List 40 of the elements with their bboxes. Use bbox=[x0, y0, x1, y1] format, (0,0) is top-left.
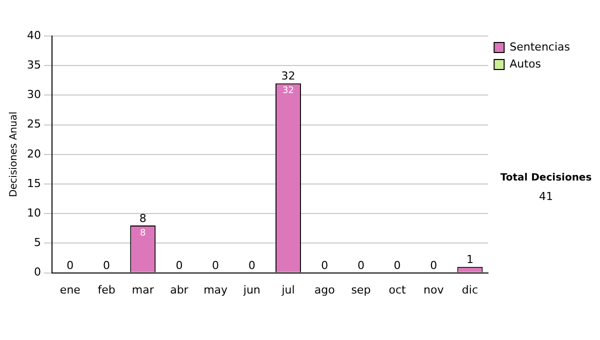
total-label: 8 bbox=[139, 212, 146, 225]
x-tick-label: may bbox=[204, 283, 228, 296]
total-label: 0 bbox=[248, 259, 256, 272]
total-label: 0 bbox=[394, 259, 401, 272]
legend-label: Sentencias bbox=[510, 40, 570, 54]
legend-label: Autos bbox=[510, 57, 542, 70]
total-label: 0 bbox=[212, 259, 220, 272]
data-label: 32 bbox=[282, 86, 294, 96]
x-tick-label: mar bbox=[132, 283, 154, 296]
total-label: 0 bbox=[430, 259, 438, 272]
x-tick-label: ene bbox=[60, 283, 81, 296]
y-tick-label: 15 bbox=[26, 176, 41, 190]
y-tick-label: 20 bbox=[26, 147, 41, 160]
x-tick-label: jun bbox=[242, 283, 260, 296]
y-tick-label: 5 bbox=[34, 236, 41, 250]
total-label: 0 bbox=[66, 259, 74, 272]
y-tick-label: 40 bbox=[26, 28, 41, 42]
total-label: 1 bbox=[466, 253, 474, 266]
x-tick-label: oct bbox=[388, 283, 407, 296]
y-tick-label: 10 bbox=[26, 206, 41, 220]
y-axis-title: Decisiones Anual bbox=[8, 112, 20, 198]
total-label: 32 bbox=[281, 70, 296, 83]
y-tick-label: 25 bbox=[26, 118, 41, 131]
total-label: 0 bbox=[357, 259, 364, 272]
x-tick-label: sep bbox=[351, 283, 371, 296]
data-label: 8 bbox=[140, 228, 146, 238]
y-tick-label: 0 bbox=[34, 266, 41, 279]
x-tick-label: dic bbox=[462, 283, 478, 296]
total-label: 0 bbox=[176, 259, 183, 272]
x-tick-label: feb bbox=[98, 283, 116, 296]
total-label: 0 bbox=[103, 259, 110, 272]
y-tick-label: 30 bbox=[26, 88, 41, 102]
text: 41 bbox=[539, 190, 553, 203]
x-tick-label: abr bbox=[170, 283, 189, 296]
x-tick-label: nov bbox=[424, 283, 444, 296]
x-tick-label: jul bbox=[280, 283, 295, 296]
total-label: 0 bbox=[321, 259, 328, 272]
x-tick-label: ago bbox=[314, 283, 336, 296]
y-tick-label: 35 bbox=[26, 58, 41, 72]
text: Total Decisiones bbox=[500, 172, 592, 184]
